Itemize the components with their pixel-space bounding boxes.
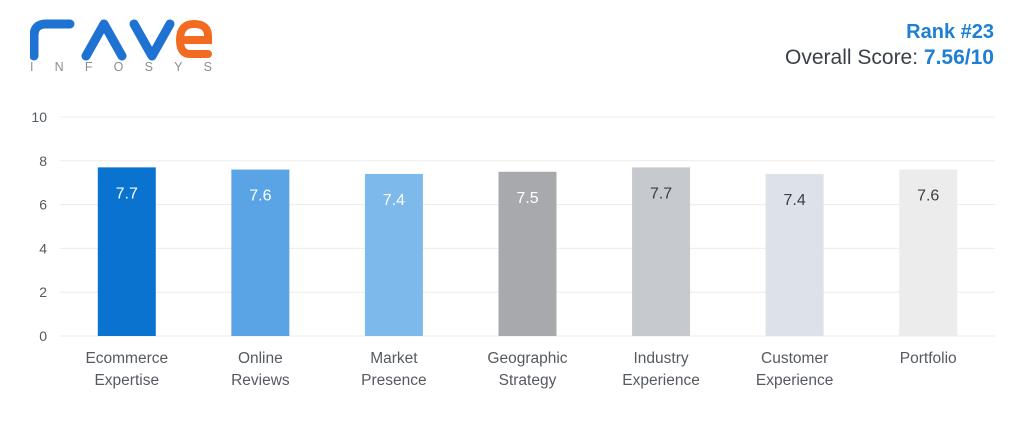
x-category-label: Presence (361, 372, 426, 389)
x-category-label: Strategy (499, 372, 557, 389)
overall-score: Overall Score: 7.56/10 (785, 45, 994, 71)
rave-logo (30, 19, 212, 61)
y-tick-label: 4 (39, 240, 47, 256)
logo-sub-letter: O (113, 60, 124, 74)
logo-sub-letter: F (84, 60, 93, 74)
bar (231, 169, 290, 336)
x-category-label: Experience (756, 372, 834, 389)
x-category-label: Expertise (94, 372, 159, 389)
logo-sub-letter: S (203, 60, 212, 74)
x-category-label: Online (238, 350, 283, 367)
x-category-label: Reviews (231, 372, 290, 389)
x-category-label: Ecommerce (85, 350, 168, 367)
logo-sub-letter: Y (174, 60, 183, 74)
logo-sub-letter: I (30, 60, 34, 74)
y-tick-label: 6 (39, 197, 47, 213)
bar (97, 167, 156, 336)
logo-letter-v (129, 19, 175, 61)
logo-letter-e (175, 19, 212, 58)
bar (364, 173, 423, 336)
x-category-label: Geographic (487, 350, 567, 367)
x-category-label: Portfolio (900, 350, 957, 367)
overall-score-label: Overall Score: (785, 46, 919, 69)
bar (498, 171, 557, 336)
bar (765, 173, 824, 336)
y-tick-label: 2 (39, 284, 47, 300)
x-category-label: Market (370, 350, 418, 367)
bar-value-label: 7.6 (917, 188, 939, 205)
logo-sub-letter: N (54, 60, 64, 74)
bar-value-label: 7.6 (249, 188, 271, 205)
logo-letter-a (81, 19, 127, 61)
y-tick-label: 0 (39, 328, 47, 344)
bar-value-label: 7.7 (116, 185, 138, 202)
x-category-label: Experience (622, 372, 700, 389)
overall-score-value: 7.56/10 (923, 46, 994, 69)
bar (899, 169, 958, 336)
rank-label: Rank #23 (906, 21, 994, 43)
bar-value-label: 7.4 (383, 192, 405, 209)
y-tick-label: 10 (31, 109, 47, 125)
bar-value-label: 7.5 (516, 190, 538, 207)
logo-sub-letter: S (144, 60, 153, 74)
x-category-label: Customer (761, 350, 828, 367)
logo-subtitle: I N F O S Y S (30, 60, 212, 74)
y-tick-label: 8 (39, 153, 47, 169)
bar-value-label: 7.4 (784, 192, 806, 209)
logo-letter-r (30, 19, 75, 61)
bar-value-label: 7.7 (650, 185, 672, 202)
x-category-label: Industry (634, 350, 689, 367)
bar (632, 167, 691, 336)
rank-panel: Rank #23 Overall Score: 7.56/10 (785, 20, 994, 71)
